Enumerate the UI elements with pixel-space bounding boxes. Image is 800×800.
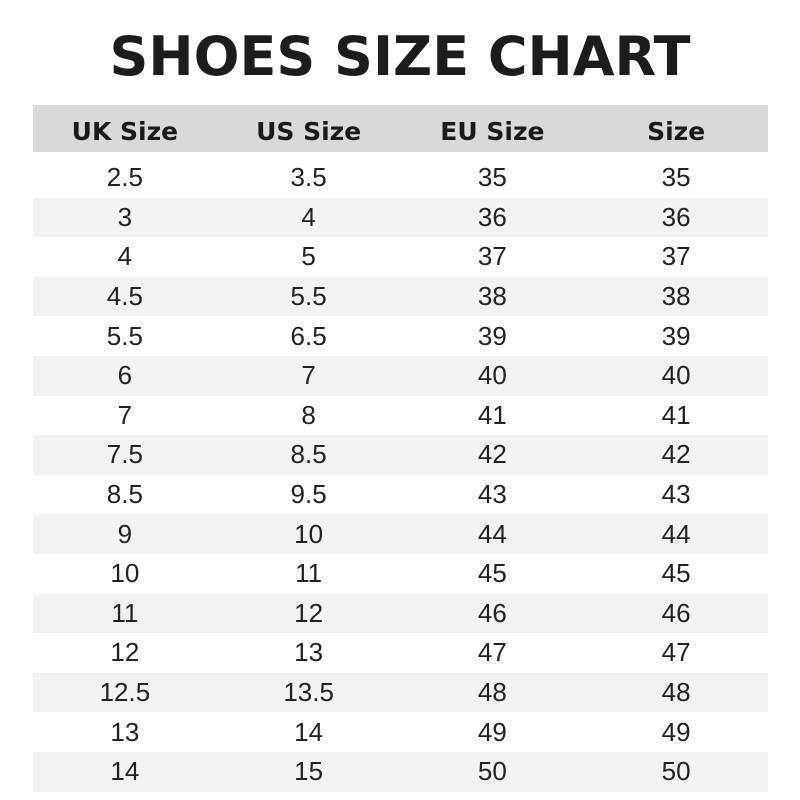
cell-us: 5 xyxy=(301,241,316,272)
cell-eu: 38 xyxy=(477,281,507,312)
cell-size: 43 xyxy=(661,479,691,510)
cell-size: 37 xyxy=(661,241,691,272)
cell-eu: 44 xyxy=(477,518,507,549)
table-row: 13 14 49 49 xyxy=(33,712,768,752)
header-us-size: US Size xyxy=(256,117,362,146)
cell-us: 6.5 xyxy=(290,320,327,351)
page-title: SHOES SIZE CHART xyxy=(109,25,691,88)
cell-size: 47 xyxy=(661,637,691,668)
cell-uk: 12 xyxy=(110,637,140,668)
cell-uk: 4 xyxy=(117,241,133,272)
header-eu-size: EU Size xyxy=(440,117,545,146)
table-row: 10 11 45 45 xyxy=(33,554,768,594)
cell-us: 8 xyxy=(301,399,316,430)
table-row: 5.5 6.5 39 39 xyxy=(33,316,768,356)
cell-us: 9.5 xyxy=(290,479,327,510)
cell-us: 11 xyxy=(295,558,323,589)
cell-eu: 46 xyxy=(477,597,507,628)
cell-us: 4 xyxy=(301,201,316,232)
cell-uk: 6 xyxy=(117,360,133,391)
cell-size: 45 xyxy=(661,558,691,589)
cell-uk: 12.5 xyxy=(99,677,151,708)
cell-eu: 50 xyxy=(477,756,507,787)
cell-us: 7 xyxy=(301,360,316,391)
cell-us: 10 xyxy=(294,518,324,549)
cell-size: 41 xyxy=(661,399,691,430)
cell-size: 48 xyxy=(661,677,691,708)
cell-uk: 2.5 xyxy=(106,162,143,193)
cell-eu: 47 xyxy=(477,637,507,668)
cell-size: 44 xyxy=(661,518,691,549)
size-table: UK Size US Size EU Size Size 2.5 3.5 35 35 3… xyxy=(33,105,768,792)
table-row: 9 10 44 44 xyxy=(33,514,768,554)
cell-us: 13 xyxy=(294,637,324,668)
table-row: 4.5 5.5 38 38 xyxy=(33,276,768,317)
cell-us: 13.5 xyxy=(283,677,334,708)
cell-uk: 13 xyxy=(110,716,140,747)
cell-uk: 8.5 xyxy=(106,479,143,510)
table-row: 12.5 13.5 48 48 xyxy=(33,672,768,713)
cell-size: 40 xyxy=(661,360,691,391)
cell-size: 39 xyxy=(661,320,691,351)
table-header: UK Size US Size EU Size Size xyxy=(33,105,768,152)
cell-eu: 40 xyxy=(477,360,507,391)
table-body: 2.5 3.5 35 35 3 4 36 36 4 5 37 37 4.5 5.5 38 38 5.5 6.5 39… xyxy=(33,158,768,792)
cell-uk: 5.5 xyxy=(106,320,143,351)
cell-size: 42 xyxy=(661,439,691,470)
table-row: 12 13 47 47 xyxy=(33,633,768,673)
cell-us: 15 xyxy=(294,756,324,787)
cell-eu: 35 xyxy=(477,162,507,193)
table-row: 6 7 40 40 xyxy=(33,355,768,396)
cell-uk: 9 xyxy=(117,518,133,549)
cell-eu: 36 xyxy=(477,201,507,232)
cell-us: 3.5 xyxy=(290,162,327,193)
cell-us: 8.5 xyxy=(290,439,327,470)
cell-uk: 7 xyxy=(117,399,133,430)
table-row: 8.5 9.5 43 43 xyxy=(33,475,768,515)
cell-uk: 4.5 xyxy=(106,281,143,312)
table-row: 7.5 8.5 42 42 xyxy=(33,435,768,475)
cell-us: 5.5 xyxy=(290,281,327,312)
cell-eu: 45 xyxy=(477,558,507,589)
cell-eu: 48 xyxy=(477,677,507,708)
cell-uk: 14 xyxy=(110,756,140,787)
cell-size: 50 xyxy=(661,756,691,787)
table-row: 2.5 3.5 35 35 xyxy=(33,158,768,198)
header-uk-size: UK Size xyxy=(71,117,179,146)
cell-us: 12 xyxy=(294,597,324,628)
cell-us: 14 xyxy=(294,716,324,747)
cell-eu: 39 xyxy=(477,320,507,351)
cell-uk: 10 xyxy=(110,558,140,589)
cell-size: 36 xyxy=(661,201,691,232)
table-row: 4 5 37 37 xyxy=(33,237,768,277)
cell-size: 49 xyxy=(661,716,691,747)
cell-uk: 11 xyxy=(111,597,139,628)
cell-eu: 49 xyxy=(477,716,507,747)
cell-size: 38 xyxy=(661,281,691,312)
table-row: 11 12 46 46 xyxy=(33,593,768,634)
cell-eu: 42 xyxy=(477,439,507,470)
cell-uk: 3 xyxy=(117,201,133,232)
cell-uk: 7.5 xyxy=(106,439,143,470)
cell-eu: 37 xyxy=(477,241,507,272)
cell-size: 46 xyxy=(661,597,691,628)
table-row: 3 4 36 36 xyxy=(33,197,768,238)
table-row: 14 15 50 50 xyxy=(33,751,768,792)
cell-eu: 43 xyxy=(477,479,507,510)
cell-eu: 41 xyxy=(477,399,507,430)
header-size: Size xyxy=(647,117,706,146)
table-row: 7 8 41 41 xyxy=(33,396,768,436)
cell-size: 35 xyxy=(661,162,691,193)
